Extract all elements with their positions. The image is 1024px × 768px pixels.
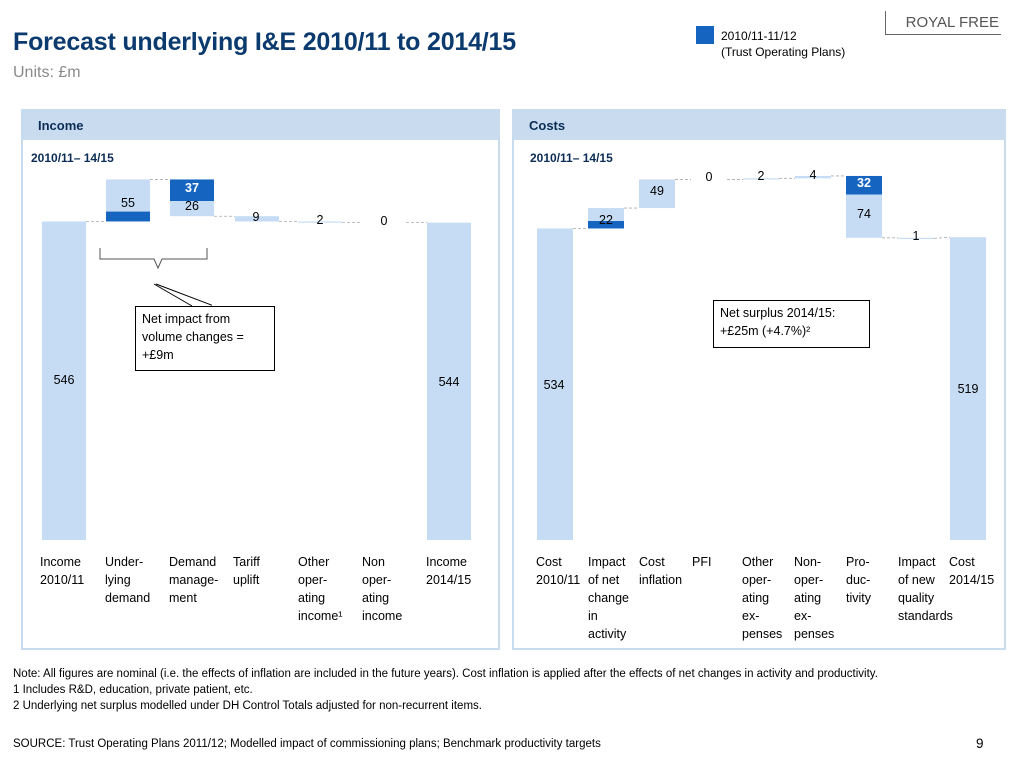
income-panel: Income 2010/11– 14/15 [21,109,500,650]
legend-swatch [696,26,714,44]
income-plan-segment [106,211,150,222]
income-value-label: 0 [381,214,388,228]
legend-label: 2010/11-11/12 (Trust Operating Plans) [721,28,845,60]
income-bar-group: 9 [214,210,279,224]
costs-category-label: Cost 2010/11 [536,555,581,587]
costs-value-label: 32 [857,176,871,190]
costs-total-label: 534 [544,378,565,392]
costs-bar-group: 32 74 [831,175,882,238]
costs-plan-segment [588,220,624,229]
note-1: 1 Includes R&D, education, private patie… [13,684,253,696]
income-plan-segment [170,179,214,202]
units-label: Units: £m [13,64,81,81]
costs-category-label: Impact of net change in activity [588,555,630,641]
income-category-label: Tariff uplift [233,555,260,587]
income-bar-group: 546 [42,221,86,540]
costs-bar-group: 13 22 [573,187,624,229]
footnotes: Note: All figures are nominal (i.e. the … [13,666,1013,714]
income-callout-line-1: Net impact from [142,312,231,326]
costs-bar-group: 0 [675,170,713,184]
costs-forecast-segment [846,194,882,238]
costs-forecast-segment [588,208,624,221]
costs-bar-group: 49 [624,179,675,209]
income-callout: Net impact from volume changes = +£9m [135,306,275,371]
source-line: SOURCE: Trust Operating Plans 2011/12; M… [13,738,601,750]
income-value-label: 26 [185,199,199,213]
costs-value-label: 1 [913,229,920,243]
income-callout-line-3: +£9m [142,348,174,362]
income-bar-group: 0 [342,214,388,228]
costs-bar-group: 2 [727,169,779,183]
note-main: Note: All figures are nominal (i.e. the … [13,668,878,680]
costs-total-label: 519 [958,382,979,396]
income-category-label: Demand manage-ment [169,555,219,605]
costs-panel-heading: Costs [514,111,1004,140]
income-category-label: Income 2014/15 [426,555,472,587]
income-bar-group: 2 [279,213,342,227]
costs-forecast-segment [639,179,675,209]
page-title: Forecast underlying I&E 2010/11 to 2014/… [13,28,516,56]
costs-panel: Costs 2010/11– 14/15 [512,109,1006,650]
costs-bar-group: 534 [537,228,573,540]
costs-period-label: 2010/11– 14/15 [530,151,613,165]
costs-forecast-segment [795,175,831,179]
income-forecast-segment [106,179,150,212]
costs-callout-line-2: +£25m (+4.7%)² [720,324,811,338]
income-category-label: Other oper-ating income¹ [298,555,343,623]
income-total-label: 544 [439,375,460,389]
legend-line-1: 2010/11-11/12 [721,29,797,43]
income-total-bar [427,222,471,540]
income-category-label: Income 2010/11 [40,555,85,587]
costs-bar-group: 519 [933,236,986,540]
costs-value-label: 0 [706,170,713,184]
page-number: 9 [976,736,984,751]
costs-connector [933,236,951,239]
income-total-bar [42,221,86,540]
costs-value-label: 2 [758,169,765,183]
income-callout-line-2: volume changes = [142,330,244,344]
income-category-label: Under-lying demand [105,555,151,605]
income-panel-heading: Income [23,111,498,140]
costs-total-bar [537,228,573,540]
costs-category-label: Impact of new quality standards [898,555,953,623]
income-bar-group: 1755 [86,175,150,222]
costs-category-label: Other oper-ating ex-penses [742,555,783,641]
costs-category-label: Cost 2014/15 [949,555,995,587]
costs-bar-group: 1 [882,229,934,243]
costs-category-label: Pro-duc-tivity [846,555,871,605]
income-forecast-segment [170,201,214,217]
costs-category-label: Cost inflation [639,555,683,587]
income-value-label: 55 [121,196,135,210]
brand-logo: ROYAL FREE [885,11,1001,35]
costs-value-label: 22 [599,213,613,227]
costs-bar-group: 4 [779,168,831,182]
income-value-label: 2 [317,213,324,227]
income-value-label: 37 [185,181,199,195]
income-period-label: 2010/11– 14/15 [31,151,114,165]
costs-value-label: 49 [650,184,664,198]
volume-bracket [99,248,212,306]
costs-forecast-segment [743,178,779,180]
income-value-label: 9 [253,210,260,224]
costs-forecast-segment [898,237,934,239]
costs-callout: Net surplus 2014/15: +£25m (+4.7%)² [713,300,870,348]
costs-callout-line-1: Net surplus 2014/15: [720,306,836,320]
income-bar-group: 544 [406,222,471,540]
costs-value-label: 74 [857,207,871,221]
legend-line-2: (Trust Operating Plans) [721,45,846,59]
costs-category-label: PFI [692,555,712,569]
income-total-label: 546 [54,373,75,387]
income-forecast-segment [235,216,279,222]
costs-plan-segment [846,175,882,195]
note-2: 2 Underlying net surplus modelled under … [13,700,482,712]
costs-value-label: 4 [810,168,817,182]
income-forecast-segment [298,221,342,223]
costs-total-bar [950,237,986,540]
income-callout-pointer [153,283,193,307]
costs-category-label: Non-oper-ating ex-penses [794,555,835,641]
income-category-label: Non oper-ating income [362,555,403,623]
costs-value-label: 13 [599,187,613,201]
